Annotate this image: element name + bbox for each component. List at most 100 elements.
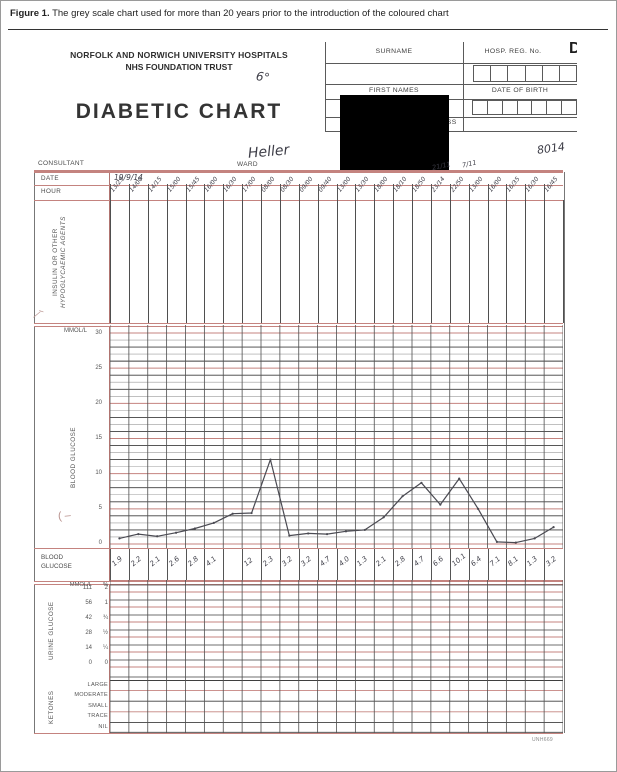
- grid-column-line: [166, 200, 168, 323]
- hour-cell: 18/10: [392, 176, 413, 200]
- ketones-row-label: LARGE: [87, 681, 108, 688]
- bg-data-point: [250, 511, 253, 515]
- grid-column-line: [563, 200, 564, 323]
- grid-column-line: [261, 200, 262, 323]
- grid-column-line: [506, 200, 508, 323]
- y-tick-label: 20: [95, 399, 102, 406]
- insulin-grid: [110, 200, 564, 323]
- hour-cell: 16/35: [506, 176, 526, 200]
- bg-value-handwriting: 10.1: [450, 551, 468, 569]
- bg-value-handwriting: 6.6: [431, 554, 445, 569]
- bg-value-handwriting: 4.7: [412, 554, 427, 569]
- hosp-reg-label: HOSP. REG. No.: [484, 48, 542, 55]
- patient-id-box: [473, 65, 491, 82]
- consultant-label: CONSULTANT: [38, 160, 85, 167]
- bg-value-handwriting: 2.1: [148, 554, 162, 569]
- urine-mmol-value: 42: [85, 615, 92, 621]
- grid-column-line: [430, 200, 432, 323]
- diabetic-chart-page: NORFOLK AND NORWICH UNIVERSITY HOSPITALS…: [34, 42, 582, 764]
- bg-data-point: [363, 528, 366, 532]
- bg-value-cell: 8.1: [506, 549, 526, 581]
- bg-value-cell: 2.6: [166, 549, 187, 581]
- hour-cell: 14/00: [128, 176, 149, 200]
- bg-value-cell: 3.2: [544, 549, 564, 581]
- bg-value-handwriting: 3.2: [299, 554, 313, 569]
- grid-column-line: [110, 200, 111, 323]
- bg-value-cell: [223, 549, 243, 581]
- grid-column-line: [393, 200, 395, 323]
- bg-value-cell: 7.1: [487, 549, 508, 581]
- grid-column-line: [468, 200, 470, 323]
- dob-label: DATE OF BIRTH: [491, 87, 549, 94]
- bg-data-point: [344, 530, 348, 533]
- grid-column-line: [242, 200, 244, 323]
- hour-cell: 15/00: [166, 176, 187, 200]
- bg-row-label: BLOOD: [41, 554, 64, 561]
- grid-column-line: [279, 200, 281, 323]
- chart-title: DIABETIC CHART: [75, 100, 283, 123]
- y-tick-label: 0: [98, 540, 102, 547]
- hour-cell: 13/00: [468, 176, 489, 200]
- ketones-grid: [110, 680, 563, 733]
- bg-value-cell: 2.1: [147, 549, 168, 581]
- patient-id-box: [541, 65, 559, 82]
- corner-letter: D: [569, 42, 577, 57]
- bg-value-cell: 1.3: [355, 549, 375, 581]
- bg-value-cell: 4.7: [317, 549, 338, 581]
- grid-column-line: [185, 200, 187, 323]
- figure-caption: Figure 1. The grey scale chart used for …: [10, 8, 600, 19]
- urine-pct-value: ¾: [102, 615, 108, 621]
- urine-grid: [110, 580, 563, 680]
- urine-mmol-value: 28: [85, 630, 92, 636]
- bg-value-handwriting: 2.3: [261, 554, 276, 569]
- bg-value-cell: 12: [242, 549, 262, 581]
- figure-caption-label: Figure 1.: [10, 8, 50, 19]
- urine-section-label: URINE GLUCOSE: [48, 601, 55, 661]
- hour-cell: 15/45: [185, 176, 206, 200]
- patient-id-box: [546, 100, 562, 115]
- y-tick-label: 30: [95, 329, 102, 336]
- y-tick-label: 25: [95, 364, 102, 371]
- bg-data-point: [495, 540, 499, 543]
- label-column-divider: [109, 172, 110, 733]
- bg-value-cells: 1.9 2.2 2.1 2.6 2.8 4.1 12 2.3 3.2 3.2 4.7 4.0 1.3 2.…: [110, 549, 563, 581]
- patient-id-box: [472, 100, 487, 115]
- grid-column-line: [487, 200, 489, 323]
- ketones-row-label: SMALL: [88, 702, 108, 709]
- reg-annotation-handwriting: 8014: [536, 140, 566, 157]
- ketones-row-label: TRACE: [87, 713, 108, 720]
- bg-data-point: [382, 516, 385, 519]
- hour-cell: 16/45: [543, 176, 564, 200]
- hour-row-label: HOUR: [41, 188, 62, 195]
- patient-id-box: [516, 100, 532, 115]
- bg-value-handwriting: 2.2: [129, 554, 143, 569]
- y-tick-label: 15: [95, 434, 102, 441]
- ketones-row-label: MODERATE: [74, 692, 108, 699]
- hour-cell: 09/40: [317, 176, 338, 200]
- ward-value-handwriting: Heller: [247, 142, 290, 162]
- trust-name: NHS FOUNDATION TRUST: [125, 62, 233, 72]
- bg-value-handwriting: 1.3: [525, 554, 540, 569]
- hospital-name: NORFOLK AND NORWICH UNIVERSITY HOSPITALS: [70, 50, 288, 60]
- urine-mmol-value: 14: [85, 645, 92, 651]
- urine-mmol-value: 111: [82, 585, 92, 591]
- ketones-section-label: KETONES: [48, 690, 55, 724]
- bg-data-point: [401, 495, 404, 498]
- grid-column-line: [336, 200, 338, 323]
- urine-mmol-value: 56: [85, 600, 92, 606]
- bg-value-cell: 2.8: [393, 549, 413, 581]
- hour-cell: 22/50: [449, 176, 470, 200]
- hour-cell: 13/25: [109, 176, 130, 200]
- hour-cell: 16/30: [222, 176, 243, 200]
- bg-data-point: [458, 477, 461, 480]
- hour-cell: 08/30: [279, 176, 300, 200]
- grid-column-line: [204, 200, 206, 323]
- ketones-row-label: NIL: [98, 723, 108, 730]
- hour-cell: 23/14: [430, 176, 451, 200]
- bg-value-cell: 4.1: [204, 549, 224, 581]
- y-tick-label: 5: [98, 505, 102, 512]
- patient-id-box: [507, 65, 525, 82]
- bg-data-point: [118, 537, 121, 540]
- bg-data-point: [476, 507, 480, 510]
- patient-id-box: [561, 100, 577, 115]
